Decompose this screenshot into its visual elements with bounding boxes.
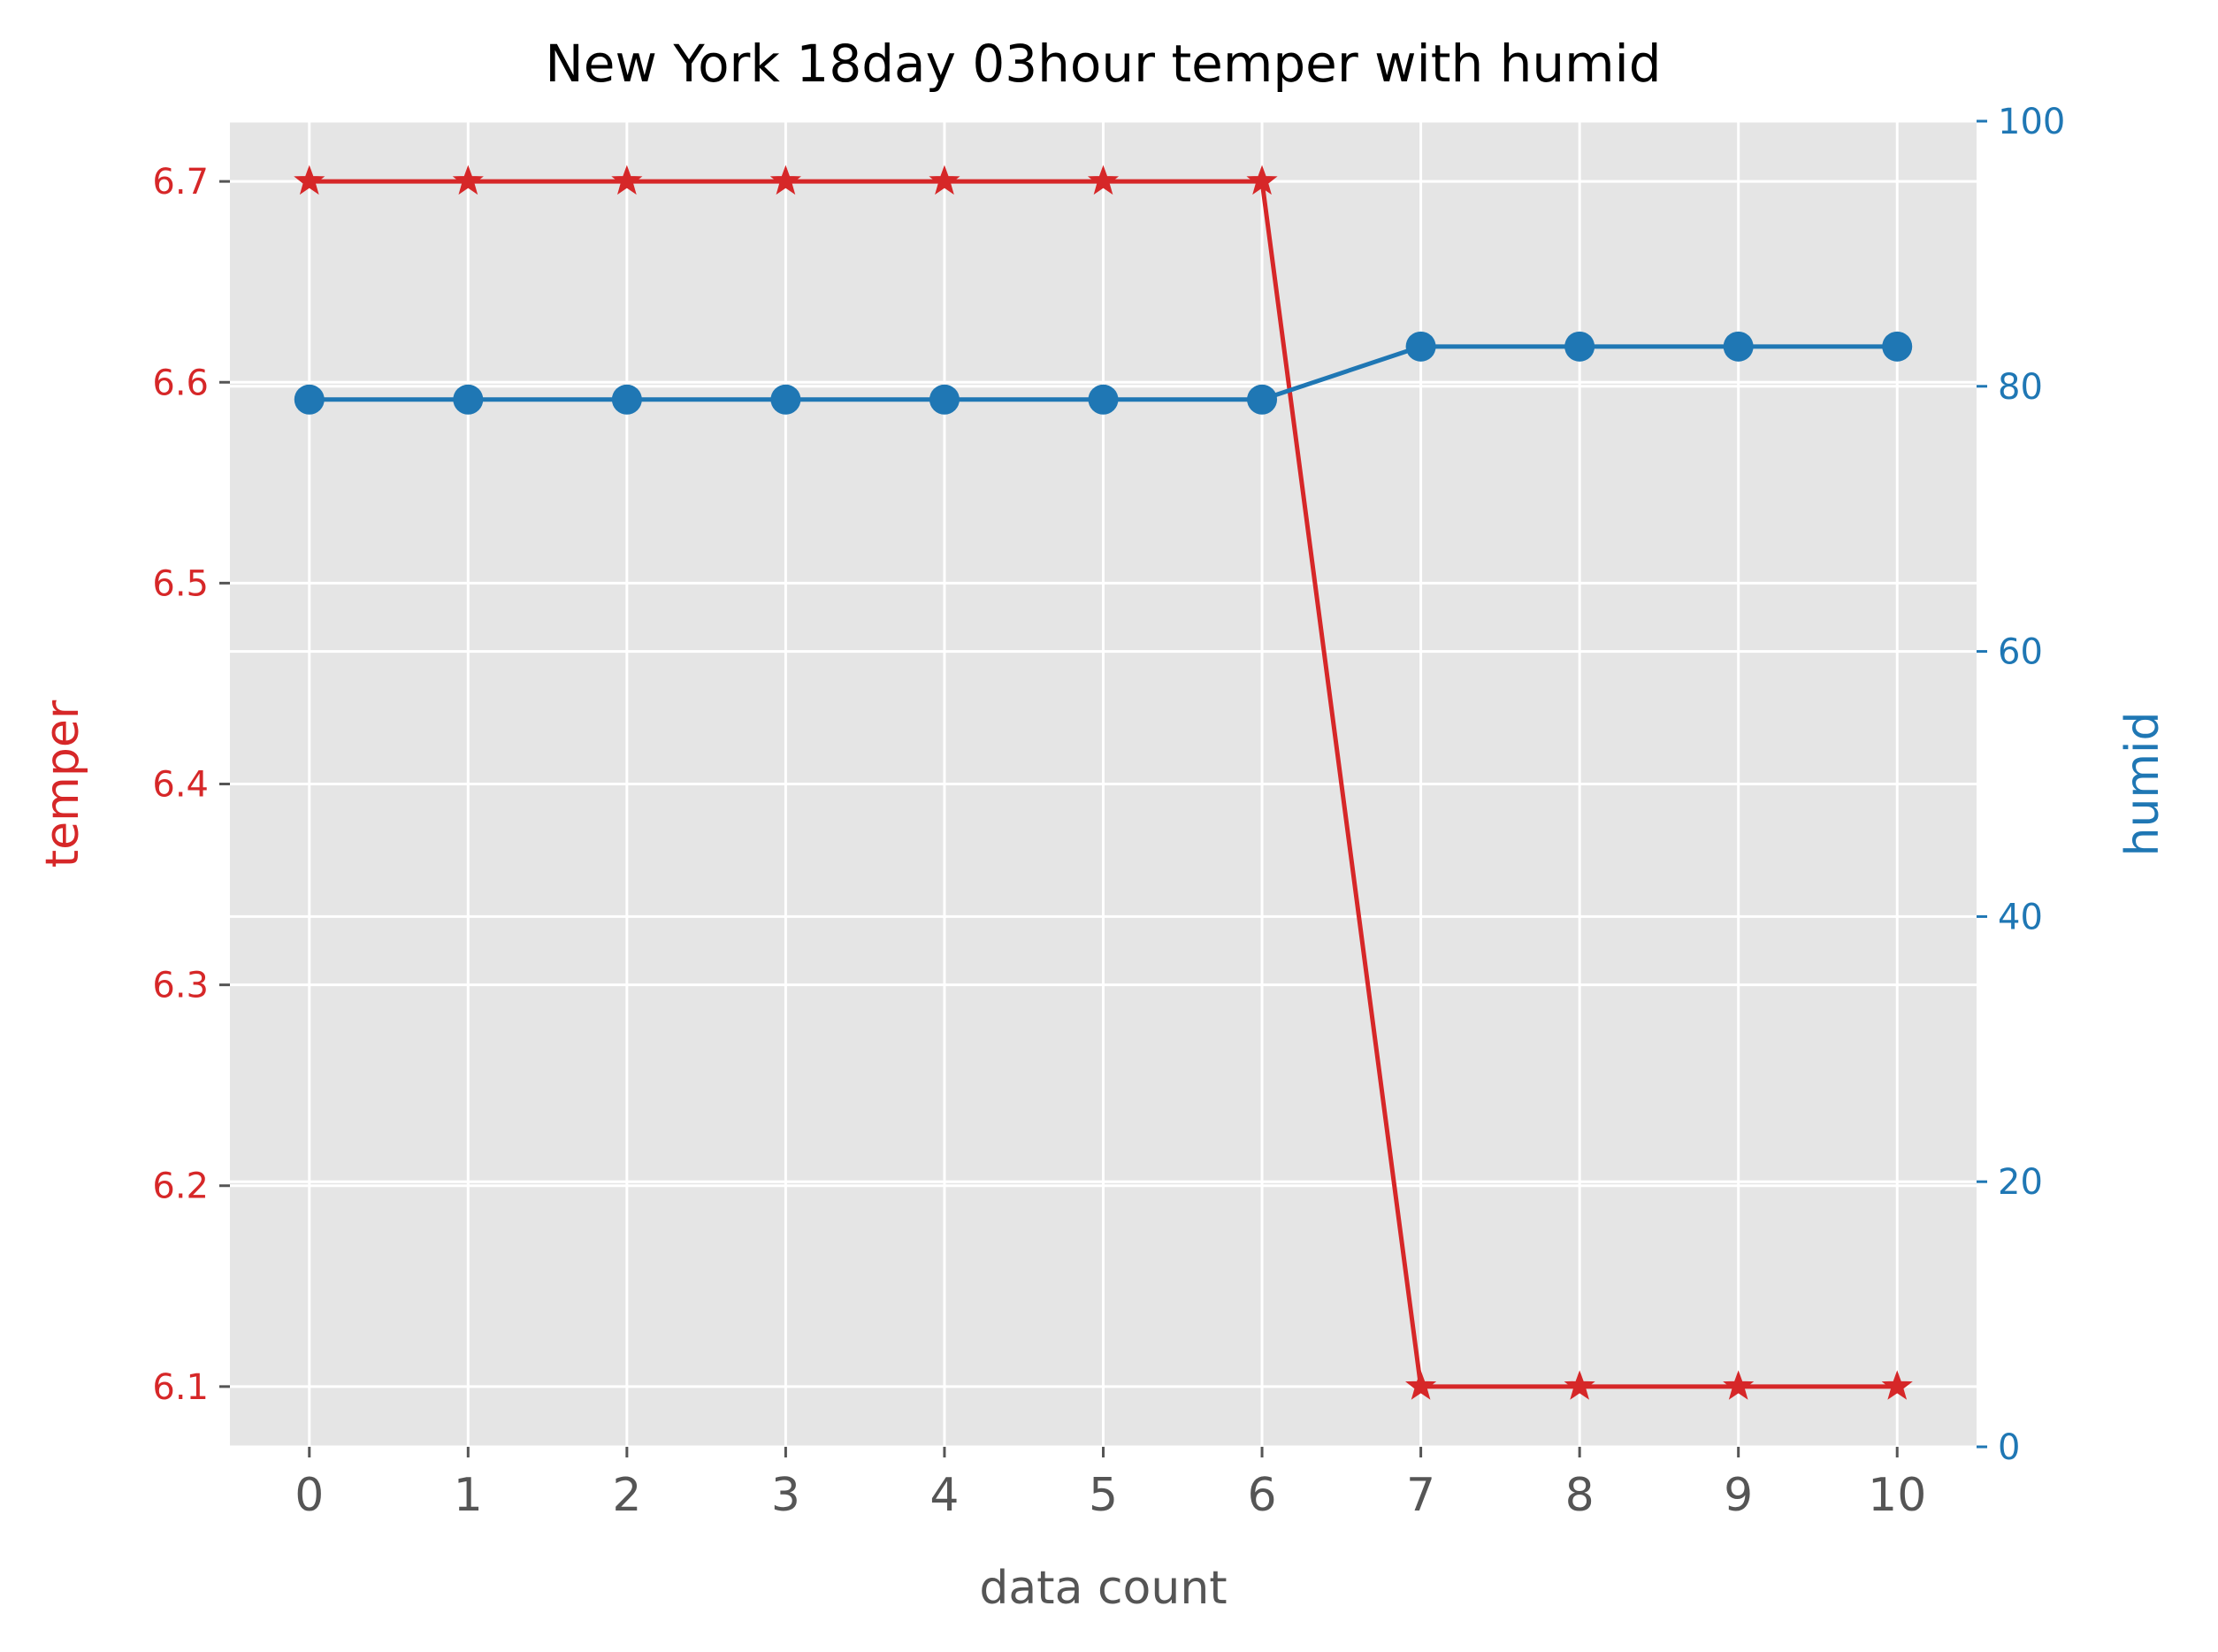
- temper-point: [1723, 1370, 1755, 1400]
- x-axis: 0 1 2 3 4 5 6 7 8 9 10: [294, 1447, 1926, 1522]
- x-tick-label: 4: [929, 1469, 959, 1522]
- left-tick-label: 6.1: [152, 1367, 209, 1408]
- left-tick-label: 6.7: [152, 162, 209, 203]
- x-tick-label: 8: [1565, 1469, 1595, 1522]
- humid-point: [1723, 331, 1754, 362]
- humid-point: [770, 384, 801, 415]
- left-tick-label: 6.2: [152, 1166, 209, 1207]
- humid-point: [929, 384, 960, 415]
- x-tick-label: 6: [1247, 1469, 1276, 1522]
- humid-point: [1405, 331, 1436, 362]
- x-tick-label: 0: [294, 1469, 324, 1522]
- temper-point: [1881, 1370, 1913, 1400]
- left-axis-label: temper: [36, 700, 89, 868]
- temper-point: [1564, 1370, 1595, 1400]
- x-tick-label: 7: [1406, 1469, 1435, 1522]
- right-tick-label: 0: [1998, 1427, 2020, 1468]
- left-tick-label: 6.3: [152, 966, 209, 1006]
- temper-point: [1246, 164, 1278, 195]
- left-y-axis: 6.1 6.2 6.3 6.4 6.5 6.6 6.7: [152, 162, 230, 1408]
- humid-point: [1564, 331, 1595, 362]
- series-layer: [294, 164, 1913, 1400]
- temper-point: [611, 164, 643, 195]
- x-tick-label: 5: [1089, 1469, 1118, 1522]
- right-tick-label: 100: [1998, 102, 2065, 142]
- right-axis-label: humid: [2116, 711, 2169, 856]
- temper-point: [1087, 164, 1120, 195]
- temper-point: [452, 164, 484, 195]
- humid-point: [1247, 384, 1278, 415]
- humid-point: [294, 384, 325, 415]
- temper-point: [294, 164, 325, 195]
- right-tick-label: 80: [1998, 367, 2043, 408]
- humid-point: [1882, 331, 1913, 362]
- x-tick-label: 1: [454, 1469, 483, 1522]
- temper-point: [769, 164, 801, 195]
- x-tick-label: 3: [771, 1469, 800, 1522]
- temper-point: [1405, 1370, 1437, 1400]
- x-tick-label: 2: [612, 1469, 641, 1522]
- right-y-axis: 0 20 40 60 80 100: [1977, 102, 2065, 1468]
- x-axis-label: data count: [979, 1562, 1227, 1615]
- humid-point: [1088, 384, 1119, 415]
- left-tick-label: 6.6: [152, 363, 209, 403]
- humid-point: [453, 384, 484, 415]
- right-tick-label: 20: [1998, 1162, 2043, 1203]
- left-tick-label: 6.4: [152, 765, 209, 806]
- right-tick-label: 60: [1998, 632, 2043, 673]
- humid-point: [611, 384, 642, 415]
- x-tick-label: 10: [1868, 1469, 1926, 1522]
- chart-title: New York 18day 03hour temper with humid: [545, 34, 1661, 94]
- x-tick-label: 9: [1724, 1469, 1753, 1522]
- temper-point: [929, 164, 960, 195]
- left-tick-label: 6.5: [152, 563, 209, 604]
- right-tick-label: 40: [1998, 897, 2043, 937]
